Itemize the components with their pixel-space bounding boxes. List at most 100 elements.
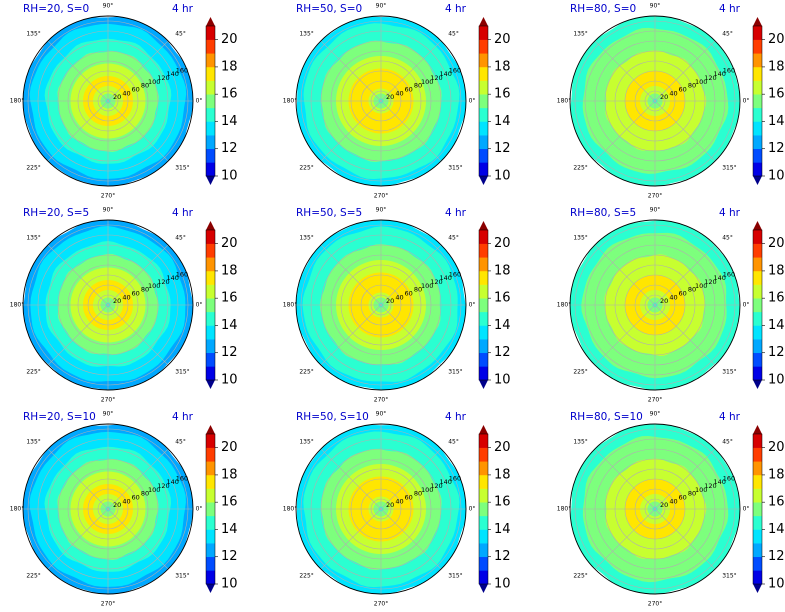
colorbar-tick-label: 18: [221, 59, 238, 74]
colorbar-band: [753, 311, 762, 326]
colorbar-band: [206, 488, 215, 503]
colorbar-tick-label: 12: [768, 345, 785, 360]
colorbar-tick-label: 14: [768, 114, 785, 129]
polar-subplot: 0°45°90°135°180°225°270°315°20 40 60 801001…: [557, 207, 785, 404]
theta-tick-label: 45°: [448, 234, 459, 241]
colorbar-tick-label: 12: [494, 141, 511, 156]
colorbar-band: [753, 529, 762, 544]
colorbar-tick-label: 20: [221, 32, 238, 47]
r-tick-label: 40: [669, 497, 677, 505]
theta-tick-label: 135°: [26, 438, 40, 445]
colorbar-tick-label: 20: [768, 440, 785, 455]
colorbar-band: [479, 39, 488, 54]
angular-gridline: [320, 448, 382, 510]
theta-tick-label: 225°: [573, 165, 587, 172]
colorbar-band: [206, 162, 215, 177]
colorbar-band: [479, 66, 488, 81]
angular-gridline: [594, 40, 656, 102]
r-tick-label: 120: [157, 482, 169, 490]
r-tick-label: 100: [148, 486, 160, 494]
colorbar-band: [479, 26, 488, 40]
colorbar-band: [206, 270, 215, 285]
theta-tick-label: 315°: [175, 165, 189, 172]
theta-tick-label: 0°: [469, 98, 476, 105]
colorbar-extend-max: [479, 425, 488, 434]
colorbar-band: [479, 257, 488, 272]
subplot-title: RH=50, S=10: [296, 411, 369, 423]
colorbar-band: [753, 556, 762, 571]
r-tick-label: 20: [386, 93, 394, 101]
r-tick-label: 140: [439, 70, 451, 78]
colorbar-tick-label: 20: [221, 236, 238, 251]
theta-tick-label: 135°: [299, 234, 313, 241]
angular-gridline: [107, 40, 169, 102]
theta-tick-label: 180°: [557, 98, 571, 105]
r-tick-label: 160: [176, 474, 188, 482]
colorbar-band: [753, 53, 762, 68]
r-tick-label: 60: [405, 290, 413, 298]
polar-subplot: 0°45°90°135°180°225°270°315°20 40 60 801001…: [283, 3, 511, 200]
theta-tick-label: 0°: [196, 506, 203, 513]
colorbar-extend-min: [206, 380, 215, 389]
colorbar-band: [753, 298, 762, 313]
colorbar-band: [206, 447, 215, 462]
colorbar-outline: [205, 433, 216, 585]
colorbar-tick-label: 14: [221, 114, 238, 129]
r-tick-label: 60: [679, 86, 687, 94]
theta-tick-label: 90°: [376, 411, 387, 418]
colorbar-extend-min: [206, 584, 215, 593]
angular-gridline: [594, 448, 656, 510]
colorbar-band: [753, 284, 762, 299]
theta-tick-label: 180°: [10, 98, 24, 105]
theta-tick-label: 45°: [448, 438, 459, 445]
theta-tick-label: 90°: [650, 411, 661, 418]
colorbar-band: [206, 66, 215, 81]
r-tick-label: 100: [421, 78, 433, 86]
colorbar-band: [206, 434, 215, 448]
r-tick-label: 80: [141, 490, 149, 498]
colorbar-band: [479, 461, 488, 476]
colorbar-band: [479, 515, 488, 530]
theta-tick-label: 45°: [175, 30, 186, 37]
colorbar-band: [206, 39, 215, 54]
theta-tick-label: 45°: [175, 234, 186, 241]
subplot-title: RH=80, S=5: [570, 207, 636, 219]
angular-gridline: [47, 448, 109, 510]
colorbar-band: [206, 325, 215, 340]
colorbar-band: [206, 543, 215, 558]
colorbar-tick-label: 20: [494, 32, 511, 47]
subplot-title: RH=20, S=10: [23, 411, 96, 423]
angular-gridline: [320, 40, 382, 102]
theta-tick-label: 135°: [26, 234, 40, 241]
colorbar-tick-label: 10: [768, 577, 785, 592]
r-tick-label: 60: [132, 290, 140, 298]
colorbar-band: [206, 148, 215, 163]
theta-tick-label: 225°: [26, 573, 40, 580]
r-tick-label: 80: [688, 490, 696, 498]
polar-frame: [295, 423, 467, 595]
angular-gridline: [107, 244, 169, 306]
colorbar-band: [479, 148, 488, 163]
angular-gridline: [654, 100, 716, 162]
polar-frame: [569, 15, 741, 187]
theta-tick-label: 0°: [469, 302, 476, 309]
r-tick-label: 20: [660, 297, 668, 305]
angular-gridline: [380, 448, 442, 510]
colorbar-band: [753, 447, 762, 462]
angular-gridline: [594, 508, 656, 570]
colorbar-outline: [752, 433, 763, 585]
colorbar-band: [479, 447, 488, 462]
colorbar-tick-label: 10: [768, 169, 785, 184]
colorbar: 10 12 14 16 18 20: [478, 221, 511, 389]
r-tick-label: 160: [176, 270, 188, 278]
colorbar-outline: [478, 229, 489, 381]
r-tick-label: 140: [166, 70, 178, 78]
colorbar: 10 12 14 16 18 20: [752, 17, 785, 185]
r-tick-label: 160: [723, 66, 735, 74]
colorbar-extend-min: [479, 176, 488, 185]
colorbar-band: [206, 474, 215, 489]
angular-gridline: [654, 508, 716, 570]
theta-tick-label: 315°: [722, 573, 736, 580]
colorbar-extend-min: [479, 380, 488, 389]
r-tick-label: 40: [669, 89, 677, 97]
